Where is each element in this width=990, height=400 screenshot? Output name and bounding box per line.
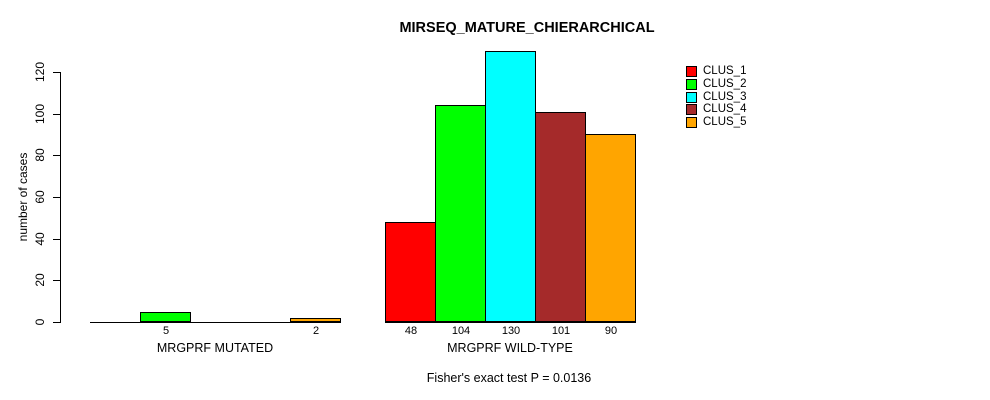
- y-tick-mark: [53, 155, 61, 156]
- bar-value-label: 104: [451, 325, 471, 337]
- bar-value-label: 2: [312, 325, 320, 337]
- legend-label: CLUS_4: [703, 103, 747, 115]
- bar-clus_3: [485, 51, 536, 322]
- bar-value-label: 90: [604, 325, 618, 337]
- legend-swatch-clus_4: [686, 104, 697, 115]
- group-baseline: [90, 322, 341, 323]
- y-tick-mark: [53, 280, 61, 281]
- y-tick-mark: [53, 322, 61, 323]
- y-tick-label: 40: [33, 232, 47, 246]
- group-label-mutated: MRGPRF MUTATED: [156, 341, 274, 355]
- group-label-wildtype: MRGPRF WILD-TYPE: [447, 341, 573, 355]
- bar-clus_4: [535, 112, 586, 322]
- legend-label: CLUS_1: [703, 65, 747, 77]
- legend-swatch-clus_3: [686, 92, 697, 103]
- y-tick-label: 120: [33, 61, 47, 83]
- y-tick-label: 80: [33, 148, 47, 162]
- bar-value-label: 48: [404, 325, 418, 337]
- y-tick-mark: [53, 197, 61, 198]
- bar-value-label: 5: [162, 325, 170, 337]
- bar-value-label: 101: [551, 325, 571, 337]
- legend-swatch-clus_2: [686, 79, 697, 90]
- y-tick-label: 60: [33, 190, 47, 204]
- bar-value-label: 130: [501, 325, 521, 337]
- bar-clus_2: [435, 105, 486, 322]
- bar-clus_5: [290, 318, 341, 322]
- legend-swatch-clus_5: [686, 117, 697, 128]
- chart-title: MIRSEQ_MATURE_CHIERARCHICAL: [399, 20, 655, 36]
- y-tick-label: 20: [33, 273, 47, 287]
- y-tick-mark: [53, 114, 61, 115]
- bar-clus_1: [385, 222, 436, 322]
- y-tick-mark: [53, 72, 61, 73]
- legend-label: CLUS_2: [703, 78, 747, 90]
- legend-label: CLUS_3: [703, 91, 747, 103]
- legend-swatch-clus_1: [686, 66, 697, 77]
- group-baseline: [385, 322, 636, 323]
- legend-label: CLUS_5: [703, 116, 747, 128]
- y-tick-label: 100: [33, 103, 47, 125]
- y-tick-label: 0: [33, 318, 47, 326]
- bar-clus_5: [585, 134, 636, 322]
- bar-clus_2: [140, 312, 191, 322]
- subtitle-pvalue: Fisher's exact test P = 0.0136: [426, 371, 592, 385]
- y-axis-label: number of cases: [16, 152, 30, 242]
- y-tick-mark: [53, 239, 61, 240]
